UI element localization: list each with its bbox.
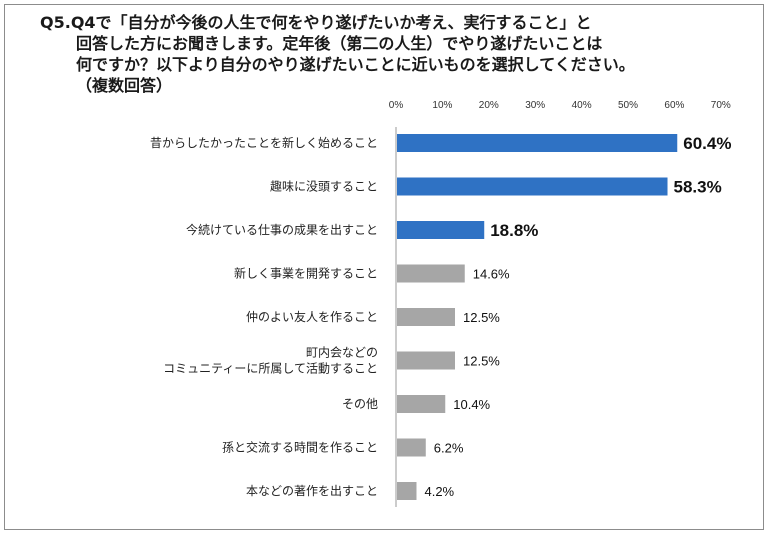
bar xyxy=(397,308,455,326)
bar xyxy=(397,264,465,283)
bar xyxy=(397,482,417,500)
category-label: 孫と交流する時間を作ること xyxy=(222,440,378,455)
x-tick-label: 0% xyxy=(389,100,404,111)
category-label: その他 xyxy=(342,397,378,411)
x-tick-label: 50% xyxy=(618,100,638,111)
category-label: 町内会などの xyxy=(306,346,378,360)
data-label: 6.2% xyxy=(434,441,464,456)
data-label: 18.8% xyxy=(490,221,538,240)
bar xyxy=(397,438,426,457)
title-line: 何ですか？以下より自分のやり遂げたいことに近いものを選択してください。 xyxy=(76,55,635,74)
bar xyxy=(397,134,678,152)
data-label: 58.3% xyxy=(674,178,722,197)
x-tick-label: 40% xyxy=(572,100,592,111)
title-line: Q5.Q4で「自分が今後の人生で何をやり遂げたいか考え、実行すること」と xyxy=(40,13,592,32)
chart-frame xyxy=(4,4,764,530)
category-label: 趣味に没頭すること xyxy=(270,179,378,194)
category-label: 昔からしたかったことを新しく始めること xyxy=(150,135,378,150)
data-label: 4.2% xyxy=(424,484,454,499)
data-label: 60.4% xyxy=(683,134,731,153)
x-tick-label: 60% xyxy=(664,100,684,111)
bar xyxy=(397,221,485,239)
category-labels: 昔からしたかったことを新しく始めること趣味に没頭すること今続けている仕事の成果を… xyxy=(150,135,378,498)
bar xyxy=(397,177,668,196)
data-label: 14.6% xyxy=(473,267,510,282)
title-line: （複数回答） xyxy=(76,76,173,95)
x-tick-label: 30% xyxy=(525,100,545,111)
bar xyxy=(397,351,455,370)
data-label: 10.4% xyxy=(453,397,490,412)
category-label: 仲のよい友人を作ること xyxy=(246,310,378,324)
category-label: 新しく事業を開発すること xyxy=(234,266,378,281)
chart-title: Q5.Q4で「自分が今後の人生で何をやり遂げたいか考え、実行すること」と 回答し… xyxy=(40,12,745,96)
x-tick-label: 70% xyxy=(711,100,731,111)
category-label: 今続けている仕事の成果を出すこと xyxy=(186,222,378,237)
data-label: 12.5% xyxy=(463,310,500,325)
x-tick-label: 20% xyxy=(479,100,499,111)
category-label: 本などの著作を出すこと xyxy=(246,484,378,498)
bars-group xyxy=(397,134,678,500)
data-label: 12.5% xyxy=(463,354,500,369)
bar xyxy=(397,395,446,413)
title-line: 回答した方にお聞きします。定年後（第二の人生）でやり遂げたいことは xyxy=(76,34,603,53)
category-label: コミュニティーに所属して活動すること xyxy=(163,362,378,376)
x-axis-ticks: 0% 10% 20% 30% 40% 50% 60% 70% xyxy=(389,100,731,111)
x-tick-label: 10% xyxy=(432,100,452,111)
value-labels: 60.4% 58.3% 18.8% 14.6% 12.5% 12.5% 10.4% 6.2% 4… xyxy=(424,134,731,499)
